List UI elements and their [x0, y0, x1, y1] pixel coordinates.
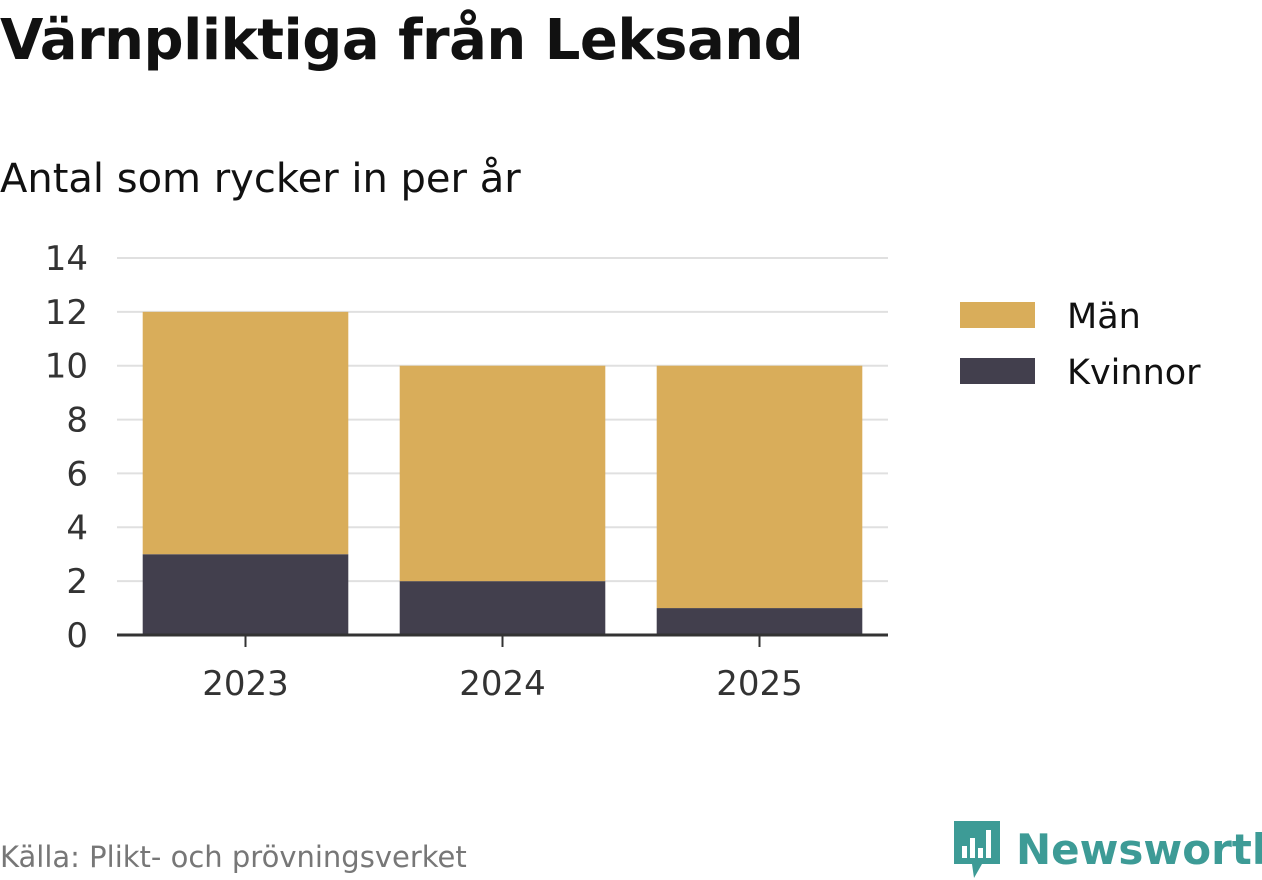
legend-swatch-män [960, 302, 1035, 328]
legend: Män Kvinnor [960, 297, 1201, 393]
bar-kvinnor-2024 [399, 581, 606, 635]
brand-name: Newsworthy [1016, 824, 1262, 874]
y-tick-label: 10 [45, 347, 88, 387]
legend-swatch-kvinnor [960, 358, 1035, 384]
y-tick-label: 8 [66, 401, 88, 441]
x-tick-label: 2023 [202, 664, 289, 704]
bar-män-2024 [399, 365, 606, 582]
brand-logo: Newsworthy [952, 818, 1262, 880]
newsworthy-logo-icon [954, 821, 1000, 878]
source-note: Källa: Plikt- och prövningsverket [0, 840, 467, 874]
y-tick-label: 12 [45, 293, 88, 333]
x-tick-label: 2024 [459, 664, 546, 704]
chart-title: Värnpliktiga från Leksand [0, 8, 804, 73]
legend-label-män: Män [1067, 297, 1141, 337]
legend-label-kvinnor: Kvinnor [1067, 353, 1201, 393]
y-tick-label: 4 [66, 508, 88, 548]
bar-kvinnor-2025 [656, 608, 863, 635]
y-tick-label: 14 [45, 239, 88, 279]
bar-män-2023 [142, 311, 349, 555]
y-tick-label: 0 [66, 616, 88, 656]
bar-män-2025 [656, 365, 863, 609]
chart-subtitle: Antal som rycker in per år [0, 156, 521, 202]
y-tick-label: 6 [66, 454, 88, 494]
bar-kvinnor-2023 [142, 554, 349, 635]
y-tick-label: 2 [66, 562, 88, 602]
x-tick-label: 2025 [716, 664, 803, 704]
axes: 0 2 4 6 8 10 12 14 2023 2024 2025 [45, 239, 888, 704]
bars [142, 311, 863, 635]
